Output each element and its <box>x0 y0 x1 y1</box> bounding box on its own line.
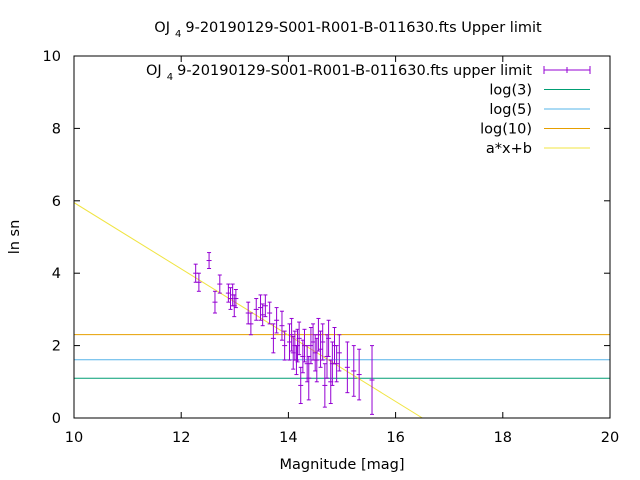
axes-layer: 10 12 14 16 18 20 0 2 4 6 8 10 <box>43 49 620 446</box>
y-tick-label: 0 <box>52 411 61 427</box>
data-point <box>306 355 312 401</box>
data-point <box>196 272 202 292</box>
data-point <box>233 288 239 309</box>
data-point <box>270 323 276 354</box>
legend-label: a*x+b <box>486 141 532 157</box>
x-tick-label: 20 <box>601 430 619 446</box>
data-point <box>308 327 314 365</box>
y-axis-label: ln sn <box>7 220 23 255</box>
plot-frame <box>73 55 611 419</box>
x-tick-label: 10 <box>65 430 83 446</box>
legend-label: log(10) <box>480 122 532 138</box>
data-point <box>351 345 357 397</box>
data-point <box>326 319 332 357</box>
x-tick-label: 12 <box>172 430 190 446</box>
data-point <box>274 307 280 334</box>
data-point <box>296 321 302 356</box>
legend-label-part: OJ <box>146 63 162 79</box>
x-tick-label: 16 <box>386 430 404 446</box>
legend: OJ 4 9-20190129-S001-R001-B-011630.fts upp… <box>146 63 591 157</box>
plot-content <box>74 202 610 418</box>
data-point <box>279 310 285 341</box>
x-tick-label: 18 <box>494 430 512 446</box>
legend-label: log(3) <box>489 83 532 99</box>
data-point <box>298 366 304 405</box>
data-point <box>217 274 223 294</box>
data-point <box>334 345 340 383</box>
data-point <box>212 290 218 314</box>
legend-label-subscript: 4 <box>167 72 173 83</box>
data-point <box>356 348 362 401</box>
data-point <box>253 298 259 321</box>
data-point <box>248 312 254 336</box>
y-tick-label: 4 <box>52 266 61 282</box>
legend-label: OJ 4 9-20190129-S001-R001-B-011630.fts upp… <box>146 63 532 83</box>
plot-layer <box>74 202 610 418</box>
legend-label-part: 9-20190129-S001-R001-B-011630.fts upper … <box>177 63 532 79</box>
data-point <box>228 287 234 310</box>
data-point <box>369 345 375 415</box>
y-tick-label: 8 <box>52 121 61 137</box>
data-point <box>258 294 264 321</box>
legend-label: log(5) <box>489 102 532 118</box>
y-tick-label: 6 <box>52 194 61 210</box>
x-axis-label: Magnitude [mag] <box>280 457 405 473</box>
data-point <box>336 334 342 372</box>
y-tick-label: 10 <box>43 49 61 65</box>
y-tick-label: 2 <box>52 339 61 355</box>
data-point <box>322 363 328 408</box>
data-point <box>320 323 326 361</box>
data-point <box>206 252 212 269</box>
data-point <box>262 294 268 318</box>
data-point <box>267 301 273 325</box>
data-point <box>260 303 266 327</box>
chart-title: OJ 4 9-20190129-S001-R001-B-011630.fts Upp… <box>154 20 542 40</box>
data-point <box>344 341 350 394</box>
x-tick-label: 14 <box>279 430 297 446</box>
data-point <box>282 330 288 361</box>
